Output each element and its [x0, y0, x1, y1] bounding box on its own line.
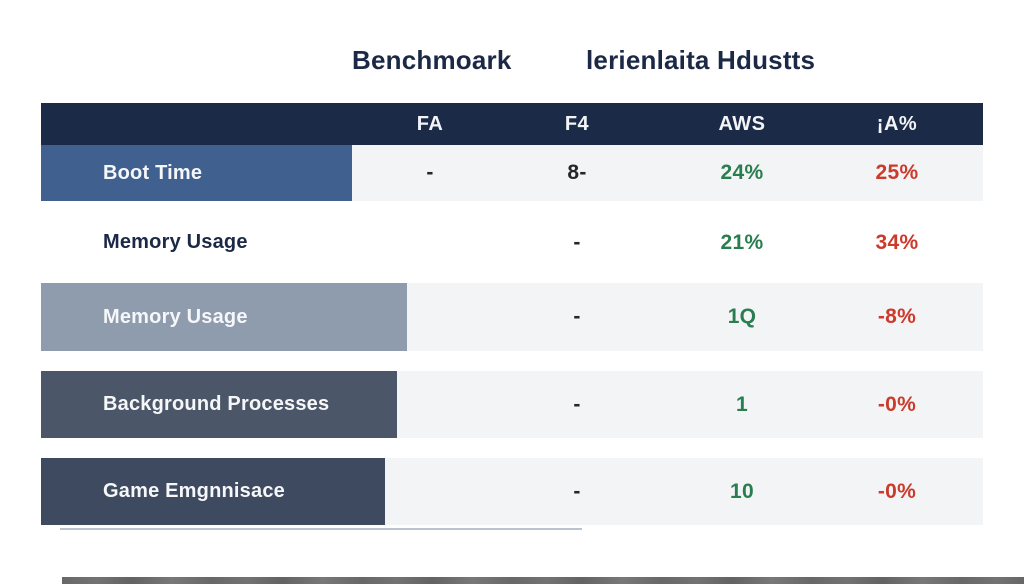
cell-value: - [573, 305, 581, 328]
row-label: Memory Usage [41, 283, 407, 351]
table-row: Boot Time - 8- 24% 25% [41, 145, 983, 201]
column-header-fa: FA [416, 112, 444, 135]
table-row: Background Processes - 1 -0% [41, 371, 983, 438]
cell-value: 34% [875, 230, 919, 254]
cell-value [360, 210, 500, 275]
column-header-f4: F4 [564, 112, 590, 135]
table-row: Game Emgnnisace - 10 -0% [41, 458, 983, 525]
table-row: Memory Usage - 1Q -8% [41, 283, 983, 351]
column-header-aws: AWS [718, 112, 766, 135]
cell-value: -8% [877, 305, 917, 328]
cell-value [360, 371, 500, 438]
page-title-results: lerienlaita Hdustts [586, 45, 816, 75]
cell-value [360, 458, 500, 525]
cell-value: 1Q [727, 305, 757, 328]
cell-value: - [573, 392, 581, 416]
cell-value: - [426, 161, 434, 184]
cell-value: - [573, 479, 581, 503]
cell-value [360, 283, 500, 351]
row-label: Memory Usage [103, 231, 248, 253]
cell-value: 25% [875, 161, 919, 184]
cell-value: 21% [720, 230, 764, 254]
row-label: Background Processes [41, 371, 397, 438]
row-label: Boot Time [41, 145, 352, 201]
cell-value: 24% [720, 161, 764, 184]
benchmark-table: FA F4 AWS ¡A% Boot Time - 8- 24% 25% Mem… [41, 103, 983, 525]
cell-value: 1 [736, 392, 748, 416]
table-bottom-border-line [60, 528, 582, 530]
cell-value: - [573, 230, 581, 254]
bottom-edge-artifact-bar [62, 577, 1024, 584]
cell-value: 8- [567, 161, 587, 184]
column-header-pct: ¡A% [876, 112, 918, 135]
page-title-benchmark: Benchmoark [352, 45, 512, 75]
cell-value: 10 [730, 479, 754, 503]
table-header-row: FA F4 AWS ¡A% [41, 103, 983, 145]
cell-value: -0% [877, 479, 917, 503]
row-label: Game Emgnnisace [41, 458, 385, 525]
cell-value: -0% [877, 392, 917, 416]
table-row: Memory Usage - 21% 34% [41, 210, 983, 275]
